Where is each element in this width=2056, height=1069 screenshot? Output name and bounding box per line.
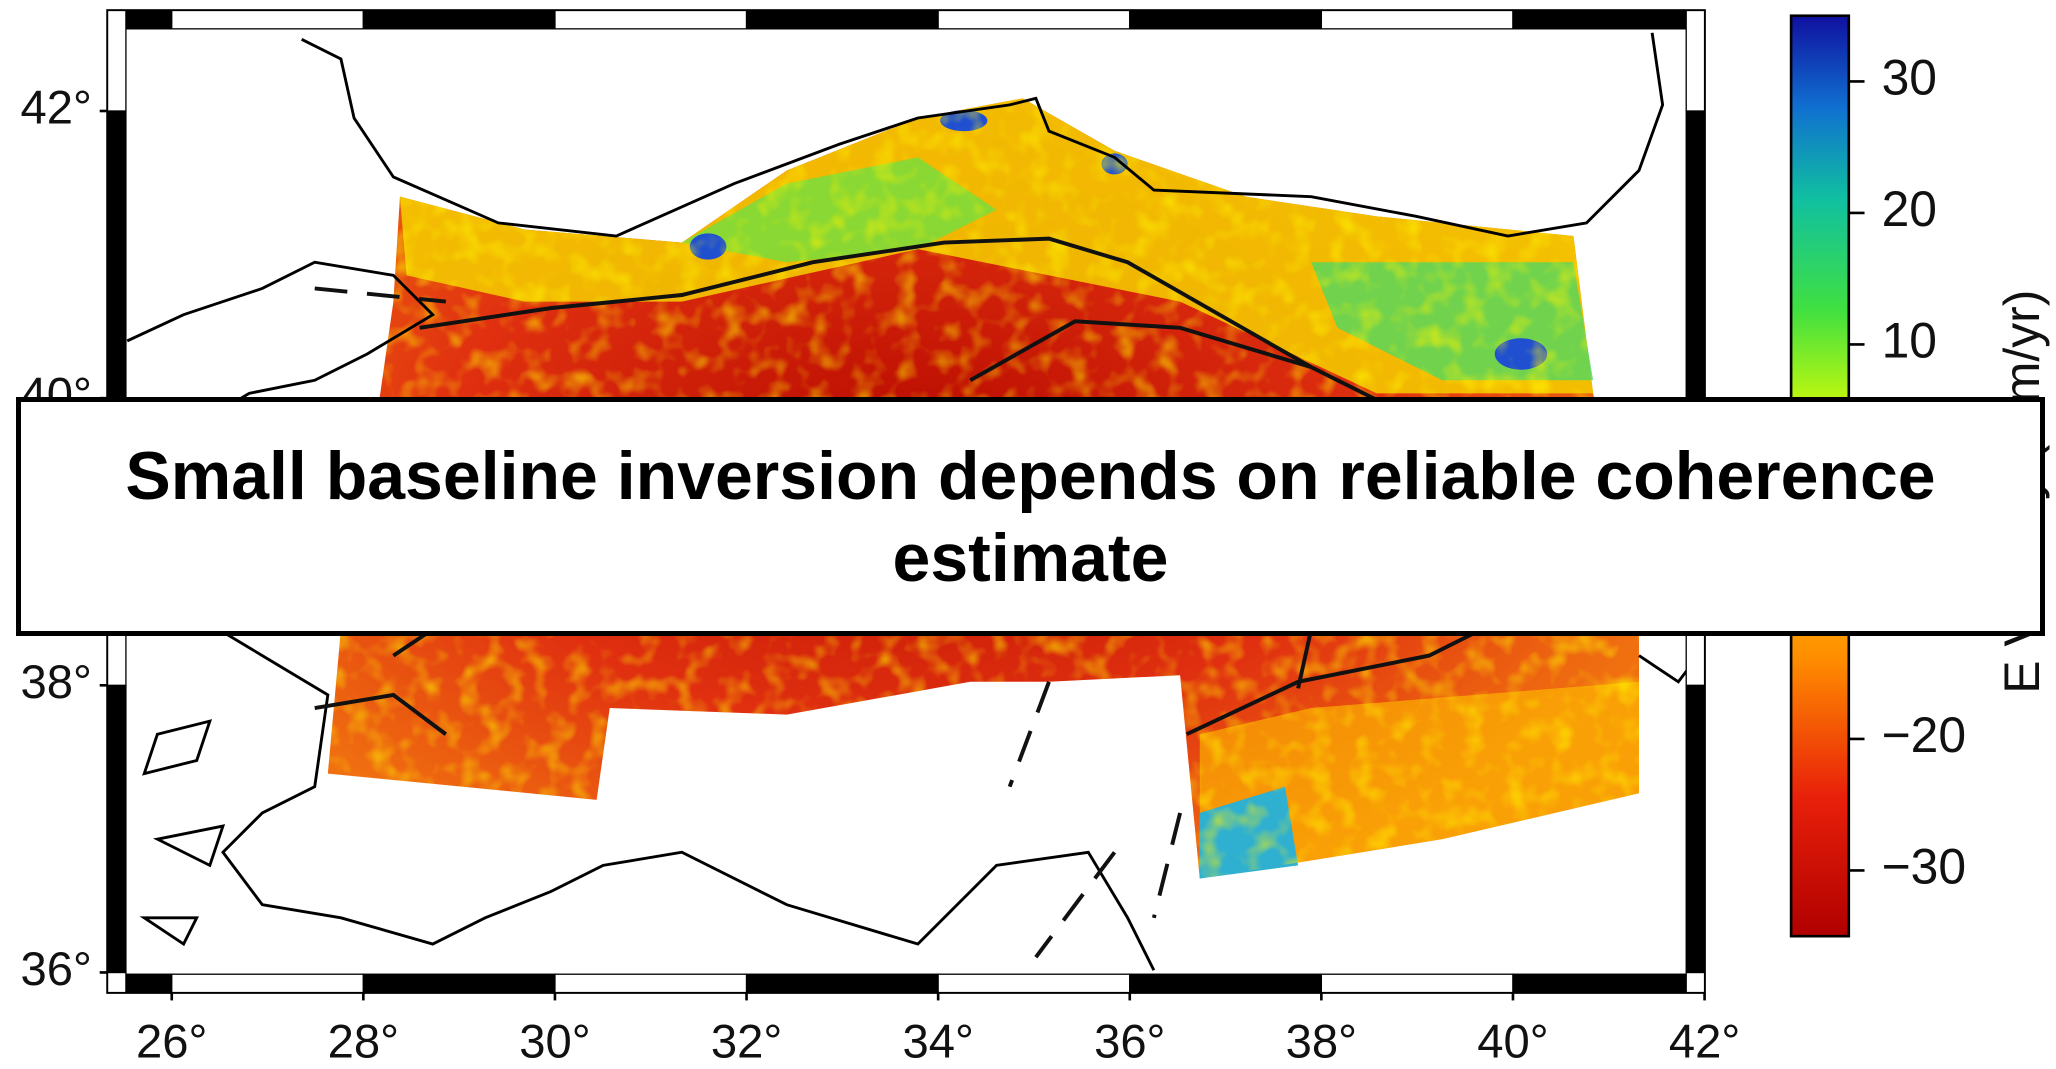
x-tick-label: 36° bbox=[1094, 1015, 1165, 1068]
x-tick-label: 28° bbox=[328, 1015, 399, 1068]
x-tick-label: 30° bbox=[519, 1015, 590, 1068]
frame-segment bbox=[1130, 974, 1322, 992]
frame-segment bbox=[1686, 111, 1704, 398]
y-tick-label: 36° bbox=[20, 943, 91, 996]
frame-segment bbox=[1686, 685, 1704, 972]
frame-segment bbox=[108, 685, 126, 972]
frame-segment bbox=[108, 10, 126, 111]
frame-segment bbox=[1321, 974, 1513, 992]
colorbar-tick-label: 30 bbox=[1882, 50, 1937, 106]
x-tick-label: 38° bbox=[1286, 1015, 1357, 1068]
frame-segment bbox=[938, 10, 1130, 28]
x-tick-label: 26° bbox=[136, 1015, 207, 1068]
frame-segment bbox=[1513, 974, 1705, 992]
x-tick-label: 32° bbox=[711, 1015, 782, 1068]
colorbar-tick-label: 10 bbox=[1882, 313, 1937, 369]
page: 26°28°30°32°34°36°38°40°42°36°38°40°42° … bbox=[0, 0, 2056, 1069]
frame-segment bbox=[555, 10, 747, 28]
frame-segment bbox=[108, 972, 126, 992]
frame-segment bbox=[172, 10, 364, 28]
y-tick-label: 38° bbox=[20, 656, 91, 709]
frame-segment bbox=[1513, 10, 1705, 28]
frame-segment bbox=[747, 10, 939, 28]
frame-segment bbox=[938, 974, 1130, 992]
frame-segment bbox=[363, 10, 555, 28]
frame-segment bbox=[747, 974, 939, 992]
frame-segment bbox=[1686, 972, 1704, 992]
colorbar-tick-label: −20 bbox=[1882, 707, 1967, 763]
frame-segment bbox=[1130, 10, 1322, 28]
frame-segment bbox=[555, 974, 747, 992]
x-tick-label: 34° bbox=[902, 1015, 973, 1068]
frame-segment bbox=[1686, 10, 1704, 111]
frame-segment bbox=[172, 974, 364, 992]
x-tick-label: 40° bbox=[1477, 1015, 1548, 1068]
frame-segment bbox=[1321, 10, 1513, 28]
colorbar-tick-label: −30 bbox=[1882, 839, 1967, 895]
overlay-caption: Small baseline inversion depends on reli… bbox=[16, 397, 2045, 636]
frame-segment bbox=[108, 111, 126, 398]
x-tick-label: 42° bbox=[1669, 1015, 1740, 1068]
frame-segment bbox=[363, 974, 555, 992]
colorbar-tick-label: 20 bbox=[1882, 181, 1937, 237]
y-tick-label: 42° bbox=[20, 81, 91, 134]
